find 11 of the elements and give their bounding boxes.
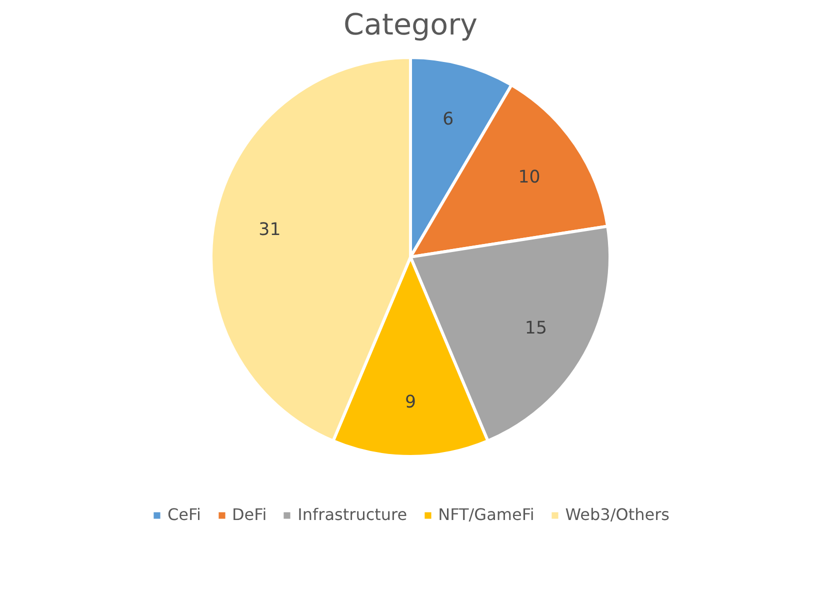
data-label: 10 [518,168,540,188]
legend-label: Web3/Others [565,505,670,524]
legend-label: CeFi [167,505,201,524]
chart-title: Category [344,8,478,42]
legend-label: Infrastructure [298,505,408,524]
data-label: 9 [404,392,416,413]
data-label: 6 [442,110,454,130]
data-label: 15 [524,318,547,339]
legend-label: DeFi [232,505,267,524]
data-label: 31 [258,220,281,240]
legend-label: NFT/GameFi [438,505,534,524]
